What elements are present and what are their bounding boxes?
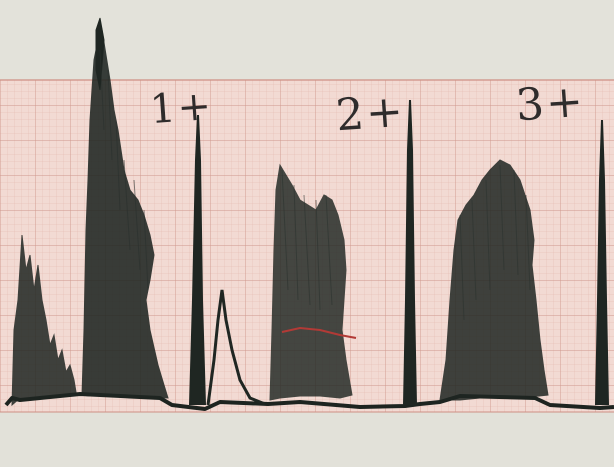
handwritten-label-2: 2+ <box>334 85 407 142</box>
handwritten-label-1: 1+ <box>148 82 215 134</box>
trace-burst-1-scatter <box>99 49 149 291</box>
paper-bottom-strip <box>0 410 614 467</box>
trace-spike-3 <box>595 119 609 406</box>
paper-top-strip <box>0 0 614 82</box>
trace-burst-2-scatter <box>281 169 333 311</box>
handwritten-label-3: 3+ <box>514 75 587 132</box>
trace-burst-3-scatter <box>459 164 531 321</box>
trace-small-wave <box>206 289 266 406</box>
trace-burst-2 <box>269 163 353 401</box>
trace-burst-3 <box>439 159 549 401</box>
trace-spike-1 <box>189 114 206 406</box>
trace-spike-2 <box>403 99 417 406</box>
red-mark <box>281 326 357 339</box>
